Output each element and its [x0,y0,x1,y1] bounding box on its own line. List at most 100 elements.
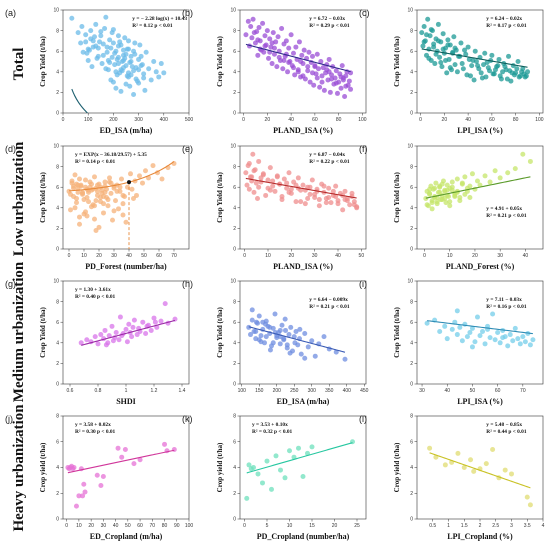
data-point [293,44,299,50]
data-point [292,72,298,78]
data-point [467,330,473,335]
data-point [260,480,265,486]
data-point [496,56,502,62]
data-point [105,203,111,209]
data-point [126,74,132,80]
data-point [291,454,297,460]
data-point [505,170,511,176]
data-point [296,445,301,451]
data-point [117,39,123,45]
data-point [295,175,301,181]
data-point [305,196,311,202]
x-axis-label: PLAND_ISA (%) [273,126,333,135]
data-point [433,180,439,186]
data-point [134,78,140,84]
data-point [119,454,125,460]
data-point [94,55,100,61]
data-point [109,30,115,36]
panel-label: (l) [359,414,367,424]
data-point [120,52,126,58]
panel-label: (j) [5,414,13,424]
data-point [92,203,97,209]
data-point [467,195,473,200]
data-point [274,174,280,180]
y-tick-label: 8 [233,28,236,34]
data-point [490,311,496,317]
data-point [302,355,308,361]
data-point [279,322,285,328]
x-tick-label: 2.5 [492,523,499,529]
data-point [117,184,123,190]
data-point [428,27,434,33]
data-point [440,31,446,37]
data-point [277,341,283,347]
data-point [246,161,252,167]
x-tick-label: 10 [76,523,82,529]
equation-label: y = 7.11 − 0.03x [486,297,522,303]
data-point [500,69,506,75]
data-point [108,190,114,196]
y-tick-label: 6 [410,185,413,191]
data-point [319,79,325,85]
data-point [278,467,283,473]
x-tick-label: 30 [312,253,318,259]
data-point [126,38,132,44]
x-tick-label: 60 [495,388,501,394]
data-point [293,328,299,334]
x-tick-label: 40 [465,117,471,123]
x-tick-label: 250 [290,388,299,394]
x-axis-label: LPI_Cropland (%) [447,532,513,541]
data-point [256,337,262,343]
y-tick-label: 0 [56,111,59,117]
data-point [447,65,453,71]
y-tick-label: 8 [56,164,59,170]
data-point [104,44,110,50]
data-point [110,338,116,344]
data-point [126,70,132,76]
y-tick-label: 6 [410,49,413,55]
y-tick-label: 2 [233,90,236,96]
data-point [119,176,124,182]
data-point [439,197,445,203]
y-tick-label: 6 [233,49,236,55]
data-point [93,21,99,27]
panel-l: (l) 0.5 1 1.5 2 2.5 3 3.5 4 0 2 4 6 8 LPI_Cropland (%)… [359,414,545,541]
data-point [511,72,517,78]
data-point [256,25,262,31]
data-point [321,183,327,189]
data-point [284,185,290,191]
data-point [101,210,106,216]
data-point [306,49,312,55]
x-tick-label: 3 [510,523,513,529]
r2-label: R² = 0.17 p < 0.01 [486,23,527,29]
fit-line [245,43,351,73]
x-tick-label: 0 [423,253,426,259]
panel-label: (d) [5,144,16,154]
axes-frame [416,280,544,385]
data-point [158,61,164,67]
x-tick-label: 60 [489,117,495,123]
data-point [431,44,437,50]
x-tick-label: 30 [419,388,425,394]
x-tick-label: 400 [343,388,352,394]
data-point [459,338,465,344]
x-tick-label: 100 [535,117,544,123]
plot-area [69,14,167,113]
y-tick-label: 4 [410,465,413,471]
x-tick-label: 2 [479,523,482,529]
x-tick-label: 40 [335,253,341,259]
x-tick-label: 300 [308,388,317,394]
fit-line [67,449,175,474]
data-point [527,342,533,348]
data-point [432,185,438,191]
data-point [269,61,275,67]
data-point [481,62,487,68]
r2-label: R² = 0.30 p < 0.01 [75,429,116,435]
y-tick-label: 4 [410,341,413,347]
y-tick-label: 6 [233,439,236,445]
data-point [72,205,78,211]
data-point [314,75,320,81]
data-point [98,29,104,35]
data-point [305,450,310,456]
y-tick-label: 4 [56,70,59,76]
